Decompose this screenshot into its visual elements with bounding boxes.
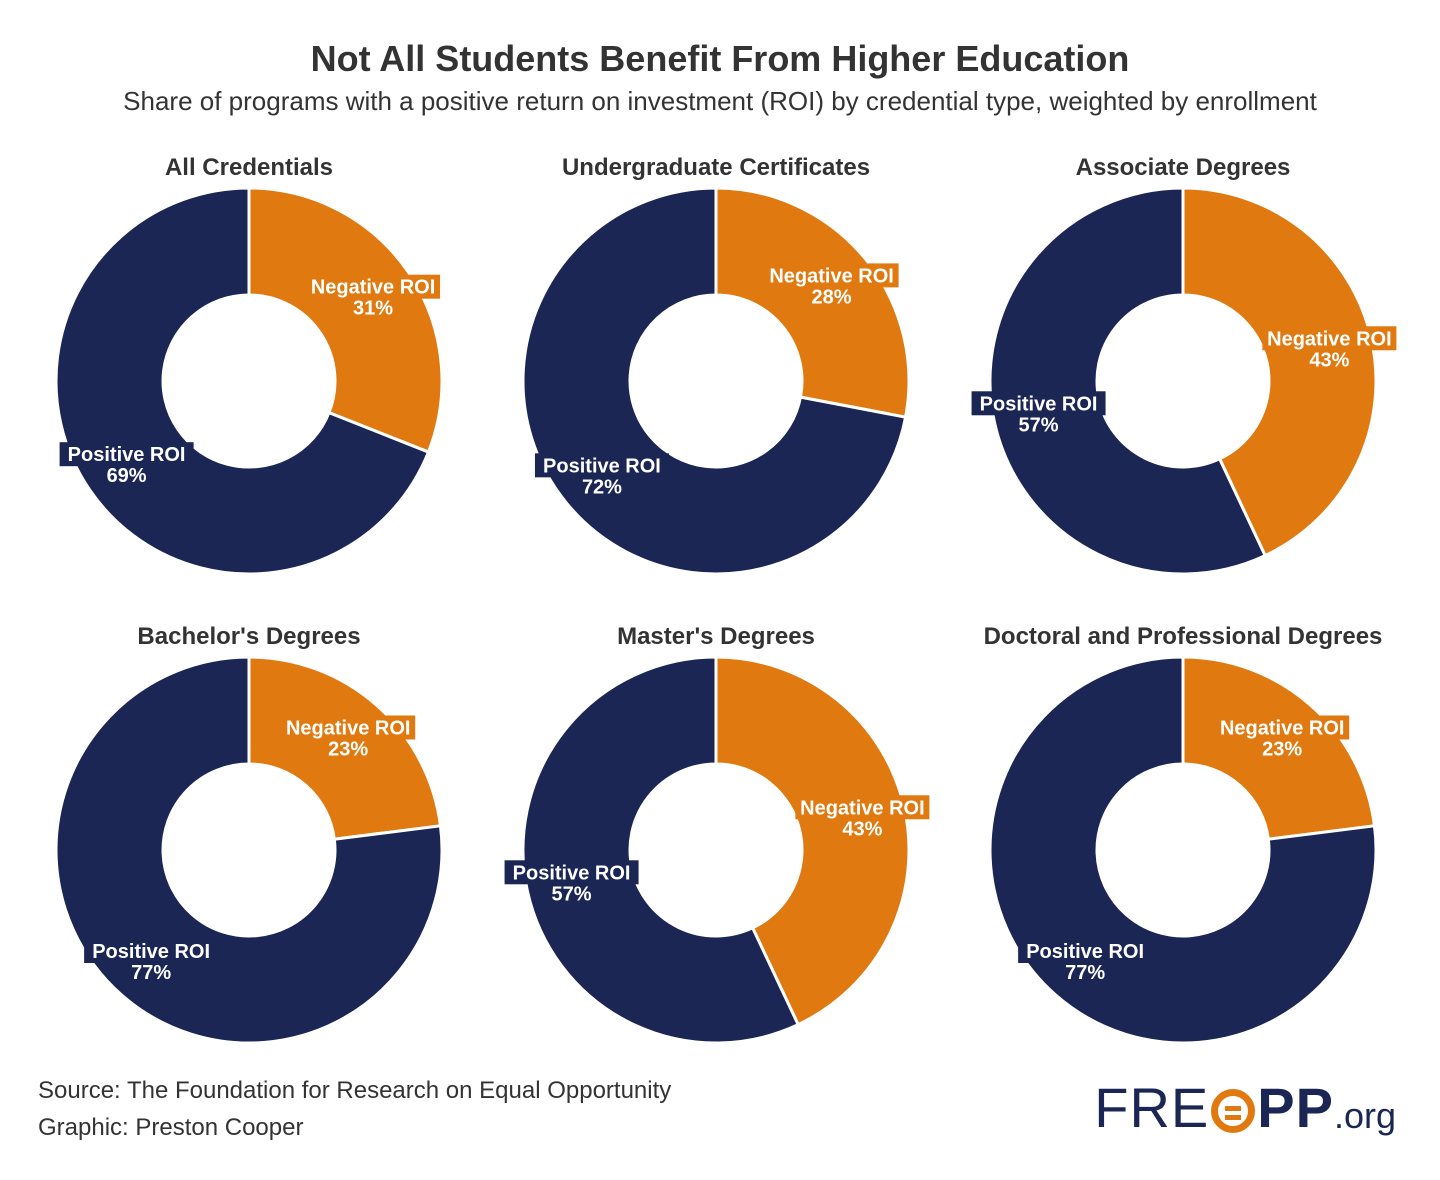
label-background: [504, 860, 639, 885]
slice-label: Negative ROI: [769, 265, 893, 287]
slice-value: 57%: [1019, 414, 1059, 436]
slice-label: Negative ROI: [286, 717, 410, 739]
slice-label: Negative ROI: [1220, 717, 1344, 739]
positive-roi-slice: [521, 186, 908, 576]
donut-chart: Undergraduate Certificates Negative ROI28…: [521, 154, 911, 576]
slice-value: 77%: [1065, 962, 1105, 984]
label-background: [1262, 326, 1397, 351]
slice-value: 23%: [328, 738, 368, 760]
label-background: [281, 715, 416, 740]
donut-title: Bachelor's Degrees: [137, 623, 360, 650]
positive-roi-slice: [988, 186, 1267, 576]
graphic-credit: Graphic: Preston Cooper: [38, 1114, 304, 1141]
slice-value: 31%: [353, 298, 393, 320]
donut-title: Master's Degrees: [617, 623, 815, 650]
negative-roi-slice: [714, 655, 911, 1027]
negative-roi-slice: [247, 655, 442, 841]
slice-value: 28%: [812, 286, 852, 308]
negative-roi-slice: [1181, 186, 1378, 558]
slice-label: Negative ROI: [1267, 328, 1391, 350]
donut-title: Doctoral and Professional Degrees: [984, 623, 1383, 650]
source-note: Source: The Foundation for Research on E…: [38, 1077, 672, 1104]
negative-roi-slice: [247, 186, 444, 454]
slice-label: Positive ROI: [980, 393, 1098, 415]
logo-text-fre: FRE: [1094, 1076, 1210, 1139]
slice-label: Positive ROI: [1026, 941, 1144, 963]
slice-value: 69%: [107, 465, 147, 487]
slice-value: 43%: [842, 818, 882, 840]
negative-roi-slice: [714, 186, 911, 419]
chart-subtitle: Share of programs with a positive return…: [123, 86, 1317, 116]
label-background: [971, 391, 1106, 416]
slice-value: 72%: [582, 476, 622, 498]
label-background: [1215, 715, 1350, 740]
logo-text-pp: PP: [1257, 1076, 1334, 1139]
positive-roi-slice: [54, 186, 430, 576]
chart-title: Not All Students Benefit From Higher Edu…: [310, 38, 1130, 79]
slice-value: 23%: [1262, 738, 1302, 760]
slice-label: Positive ROI: [68, 444, 186, 466]
slice-label: Positive ROI: [543, 455, 661, 477]
slice-label: Positive ROI: [513, 862, 631, 884]
slice-value: 77%: [131, 962, 171, 984]
label-background: [1018, 939, 1153, 964]
label-background: [795, 795, 930, 820]
label-background: [534, 453, 669, 478]
footer: Source: The Foundation for Research on E…: [38, 1072, 671, 1146]
label-background: [59, 442, 194, 467]
freopp-logo: FRE PP .org: [1094, 1068, 1396, 1138]
slice-value: 43%: [1309, 349, 1349, 371]
label-background: [306, 274, 441, 299]
slice-label: Negative ROI: [311, 277, 435, 299]
logo-text-org: .org: [1333, 1095, 1396, 1136]
slice-label: Negative ROI: [800, 797, 924, 819]
label-background: [764, 263, 899, 288]
label-background: [84, 939, 219, 964]
donut-title: Associate Degrees: [1076, 154, 1291, 181]
donut-title: All Credentials: [165, 154, 333, 181]
slice-label: Positive ROI: [92, 941, 210, 963]
positive-roi-slice: [521, 655, 800, 1045]
logo-equal-icon: [1211, 1089, 1256, 1133]
negative-roi-slice: [1181, 655, 1376, 841]
donut-title: Undergraduate Certificates: [562, 154, 870, 181]
donut-chart: Doctoral and Professional Degrees Negativ…: [984, 623, 1383, 1045]
slice-value: 57%: [552, 883, 592, 905]
